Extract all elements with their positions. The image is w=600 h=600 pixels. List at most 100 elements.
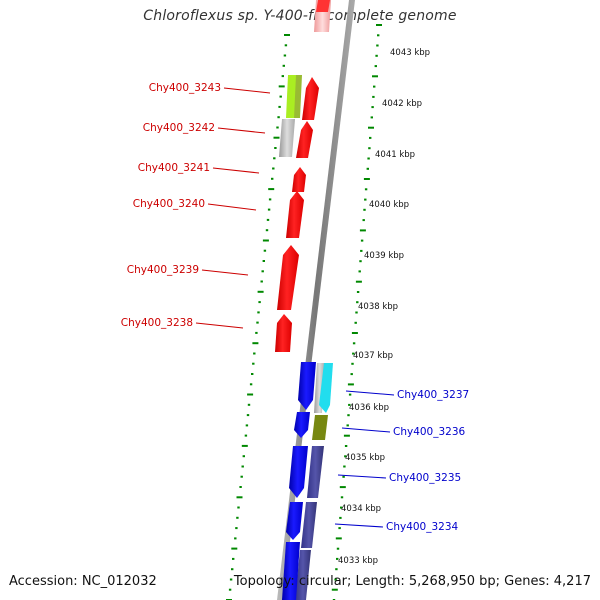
scale-major-tick	[278, 85, 285, 88]
scale-minor-tick	[354, 321, 357, 324]
scale-minor-tick	[374, 65, 377, 68]
tick-label: 4036 kbp	[349, 403, 389, 413]
scale-minor-tick	[360, 239, 364, 242]
gene-label-3240[interactable]: Chy400_3240	[133, 198, 205, 210]
gene-label-3235[interactable]: Chy400_3235	[389, 472, 461, 484]
gene-label-3241[interactable]: Chy400_3241	[138, 162, 210, 174]
scale-minor-tick	[241, 465, 244, 468]
scale-minor-tick	[368, 147, 371, 150]
scale-minor-tick	[276, 126, 279, 129]
scale-minor-tick	[279, 95, 282, 98]
scale-minor-tick	[360, 249, 363, 252]
scale-minor-tick	[234, 537, 237, 540]
scale-minor-tick	[375, 54, 378, 57]
scale-minor-tick	[342, 475, 345, 478]
scale-minor-tick	[239, 486, 242, 488]
scale-minor-tick	[251, 373, 254, 375]
scale-minor-tick	[343, 465, 346, 468]
scale-minor-tick	[249, 383, 253, 386]
scale-minor-tick	[260, 280, 263, 283]
scale-minor-tick	[274, 147, 277, 149]
scale-minor-tick	[377, 34, 380, 37]
scale-major-tick	[262, 239, 269, 242]
scale-minor-tick	[364, 188, 368, 191]
scale-minor-tick	[369, 136, 372, 139]
gene-arrow-3236	[294, 412, 310, 438]
gene-arrow-next	[282, 542, 300, 600]
tick-label: 4038 kbp	[358, 302, 398, 312]
scale-major-tick	[252, 342, 259, 345]
gene-arrow-3241	[292, 167, 306, 192]
scale-minor-tick	[376, 44, 379, 47]
scale-minor-tick	[237, 506, 240, 509]
tick-label: 4039 kbp	[364, 251, 404, 261]
tick-label: 4037 kbp	[353, 351, 393, 361]
gene-arrow-3243	[302, 77, 319, 120]
gene-label-3234[interactable]: Chy400_3234	[386, 521, 459, 533]
map-title: Chloroflexus sp. Y-400-fl, complete geno…	[143, 8, 457, 24]
scale-minor-tick	[373, 85, 376, 88]
scale-minor-tick	[271, 177, 274, 180]
scale-minor-tick	[240, 475, 243, 478]
scale-minor-tick	[245, 424, 249, 427]
scale-minor-tick	[268, 198, 272, 201]
right-gene-labels: Chy400_3237 Chy400_3236 Chy400_3235 Chy4…	[334, 389, 469, 533]
scale-minor-tick	[232, 557, 235, 560]
scale-minor-tick	[352, 352, 355, 355]
scale-major-tick	[241, 444, 248, 447]
gene-label-3242[interactable]: Chy400_3242	[143, 122, 215, 134]
scale-minor-tick	[272, 167, 275, 170]
scale-major-tick	[372, 75, 378, 78]
scale-minor-tick	[246, 414, 250, 417]
scale-minor-tick	[282, 64, 285, 67]
tick-label: 4040 kbp	[369, 200, 409, 210]
scale-minor-tick	[340, 506, 343, 509]
scale-minor-tick	[362, 219, 365, 222]
scale-minor-tick	[371, 106, 374, 109]
gray-feature	[279, 119, 295, 157]
scale-minor-tick	[257, 311, 260, 314]
gene-label-3236[interactable]: Chy400_3236	[393, 426, 466, 438]
scale-minor-tick	[265, 229, 269, 232]
scale-minor-tick	[334, 578, 337, 581]
cyan-feature	[319, 363, 333, 413]
scale-minor-tick	[350, 373, 353, 376]
scale-minor-tick	[348, 393, 352, 396]
scale-minor-tick	[352, 342, 356, 345]
gene-label-3243[interactable]: Chy400_3243	[149, 82, 221, 94]
scale-minor-tick	[351, 362, 354, 365]
scale-minor-tick	[242, 455, 245, 458]
scale-major-tick	[351, 332, 358, 334]
forward-strand-features	[275, 0, 331, 352]
scale-minor-tick	[356, 301, 359, 304]
gene-label-3237[interactable]: Chy400_3237	[397, 389, 469, 401]
scale-major-tick	[231, 547, 238, 550]
scale-minor-tick	[358, 270, 361, 273]
scale-minor-tick	[229, 578, 233, 581]
scale-minor-tick	[372, 95, 375, 98]
scale-major-tick	[284, 34, 290, 36]
scale-minor-tick	[231, 568, 234, 571]
scale-minor-tick	[278, 105, 281, 108]
scale-major-tick	[355, 280, 362, 283]
scale-major-tick	[335, 537, 342, 540]
scale-major-tick	[339, 486, 346, 489]
scale-minor-tick	[267, 208, 271, 211]
scale-minor-tick	[344, 445, 348, 447]
tick-label: 4043 kbp	[390, 48, 430, 58]
scale-major-tick	[363, 178, 370, 180]
gene-label-3239[interactable]: Chy400_3239	[127, 264, 199, 276]
scale-minor-tick	[370, 116, 373, 119]
gene-arrow-3238	[275, 314, 292, 352]
scale-minor-tick	[344, 455, 347, 458]
scale-major-tick	[268, 188, 275, 191]
tick-label: 4034 kbp	[341, 504, 381, 514]
scale-major-tick	[347, 383, 354, 386]
scale-minor-tick	[335, 568, 338, 571]
scale-minor-tick	[336, 547, 340, 550]
accession-label: Accession: NC_012032	[9, 574, 157, 589]
scale-major-tick	[257, 290, 264, 293]
gene-label-3238[interactable]: Chy400_3238	[121, 317, 193, 329]
